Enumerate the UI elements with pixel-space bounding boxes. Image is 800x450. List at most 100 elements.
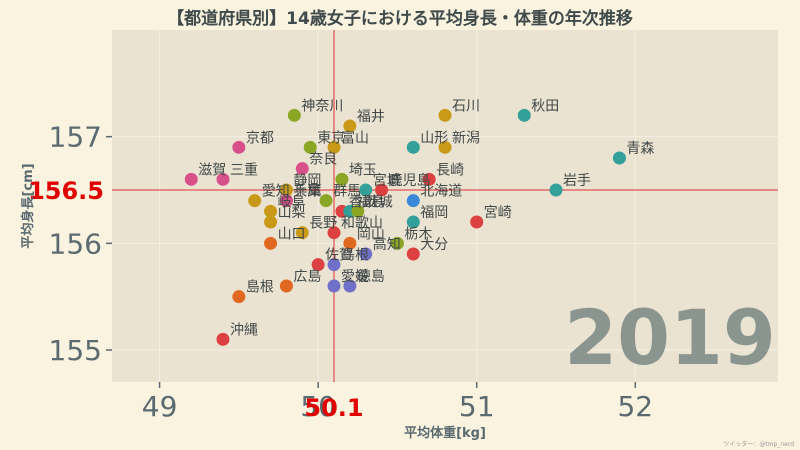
reference-lines xyxy=(112,30,778,382)
point-label: 島根 xyxy=(341,248,369,264)
data-point xyxy=(232,290,246,304)
x-reference-label: 50.1 xyxy=(304,394,363,422)
data-point xyxy=(216,172,230,186)
point-label: 山口 xyxy=(278,226,306,242)
x-tick-label: 52 xyxy=(617,390,653,423)
chart-title: 【都道府県別】14歳女子における平均身長・体重の年次推移 xyxy=(167,9,633,29)
data-point xyxy=(351,204,365,218)
y-tick-label: 156 xyxy=(49,227,102,260)
x-axis-label: 平均体重[kg] xyxy=(404,425,486,441)
point-label: 徳島 xyxy=(357,269,385,285)
plot-area xyxy=(112,30,778,382)
point-label: 岡山 xyxy=(357,226,385,242)
data-point xyxy=(612,151,626,165)
data-point xyxy=(438,140,452,154)
point-label: 北海道 xyxy=(420,184,462,200)
data-point xyxy=(279,183,293,197)
data-point xyxy=(406,194,420,208)
data-point xyxy=(390,236,404,250)
point-label: 静岡 xyxy=(293,173,321,189)
data-point xyxy=(279,194,293,208)
grid-lines xyxy=(112,30,778,382)
data-point xyxy=(549,183,563,197)
point-label: 山形 xyxy=(420,130,448,146)
point-label: 秋田 xyxy=(531,98,559,114)
point-label: 京都 xyxy=(246,130,274,146)
data-point xyxy=(327,258,341,272)
point-label: 長崎 xyxy=(436,162,464,178)
data-point xyxy=(406,247,420,261)
point-label: 宮城 xyxy=(373,173,401,189)
y-tick-label: 157 xyxy=(49,121,102,154)
data-point xyxy=(470,215,484,229)
point-label: 香川 xyxy=(349,194,377,210)
point-label: 岐阜 xyxy=(278,193,306,210)
point-label: 兵庫 xyxy=(293,183,321,200)
point-label: 宮崎 xyxy=(484,205,512,221)
data-point xyxy=(264,236,278,250)
point-label: 島根 xyxy=(246,280,274,296)
data-point xyxy=(343,119,357,133)
data-point xyxy=(264,204,278,218)
x-tick-label: 50 xyxy=(300,390,336,423)
data-point xyxy=(311,258,325,272)
data-point xyxy=(216,332,230,346)
data-point xyxy=(438,108,452,122)
data-point xyxy=(359,183,373,197)
y-axis-label: 平均身長[cm] xyxy=(20,163,36,248)
data-point xyxy=(279,279,293,293)
data-point xyxy=(422,172,436,186)
data-points xyxy=(184,108,626,346)
data-point xyxy=(303,140,317,154)
data-point xyxy=(287,108,301,122)
data-point xyxy=(184,172,198,186)
data-point xyxy=(264,215,278,229)
point-label: 和歌山 xyxy=(341,216,383,232)
data-point xyxy=(327,226,341,240)
x-tick-label: 51 xyxy=(459,390,495,423)
axes: 49 50 51 52 155 156 157 50.1 156.5 xyxy=(28,121,653,423)
data-point xyxy=(295,226,309,240)
point-label: 愛知 xyxy=(262,183,290,200)
point-label: 佐賀 xyxy=(325,248,353,264)
point-label: 富山 xyxy=(341,129,369,146)
point-label: 東京 xyxy=(317,130,345,146)
data-point xyxy=(295,162,309,176)
point-label: 埼玉 xyxy=(349,162,377,178)
point-label: 神奈川 xyxy=(301,98,343,114)
point-label: 福島 xyxy=(357,194,385,210)
data-point xyxy=(232,140,246,154)
data-point xyxy=(406,215,420,229)
data-point xyxy=(343,236,357,250)
data-point xyxy=(335,172,349,186)
point-label: 青森 xyxy=(626,141,654,157)
credit-text: ツイッター：@tmp_nerd xyxy=(723,441,794,448)
point-label: 沖縄 xyxy=(230,322,258,338)
point-label: 大分 xyxy=(420,237,448,253)
point-label: 三重 xyxy=(230,162,258,178)
y-reference-label: 156.5 xyxy=(28,177,104,205)
point-label: 福岡 xyxy=(420,205,448,221)
point-label: 栃木 xyxy=(404,226,432,242)
point-label: 千葉 xyxy=(293,184,321,200)
point-label: 石川 xyxy=(452,98,480,114)
year-watermark: 2019 xyxy=(564,293,776,382)
data-point xyxy=(319,194,333,208)
data-point xyxy=(359,247,373,261)
point-label: 滋賀 xyxy=(198,162,226,178)
point-label: 山梨 xyxy=(278,205,306,221)
data-point xyxy=(343,279,357,293)
x-tick-label: 49 xyxy=(142,390,178,423)
data-point xyxy=(327,140,341,154)
point-label: 奈良 xyxy=(309,152,337,168)
point-label: 広島 xyxy=(293,269,321,285)
point-label: 愛媛 xyxy=(341,269,369,285)
y-tick-label: 155 xyxy=(49,334,102,367)
point-label: 長野 xyxy=(309,216,337,232)
data-point xyxy=(375,183,389,197)
point-label: 鹿児島 xyxy=(389,172,431,189)
data-point xyxy=(248,194,262,208)
point-label: 高知 xyxy=(373,236,401,253)
